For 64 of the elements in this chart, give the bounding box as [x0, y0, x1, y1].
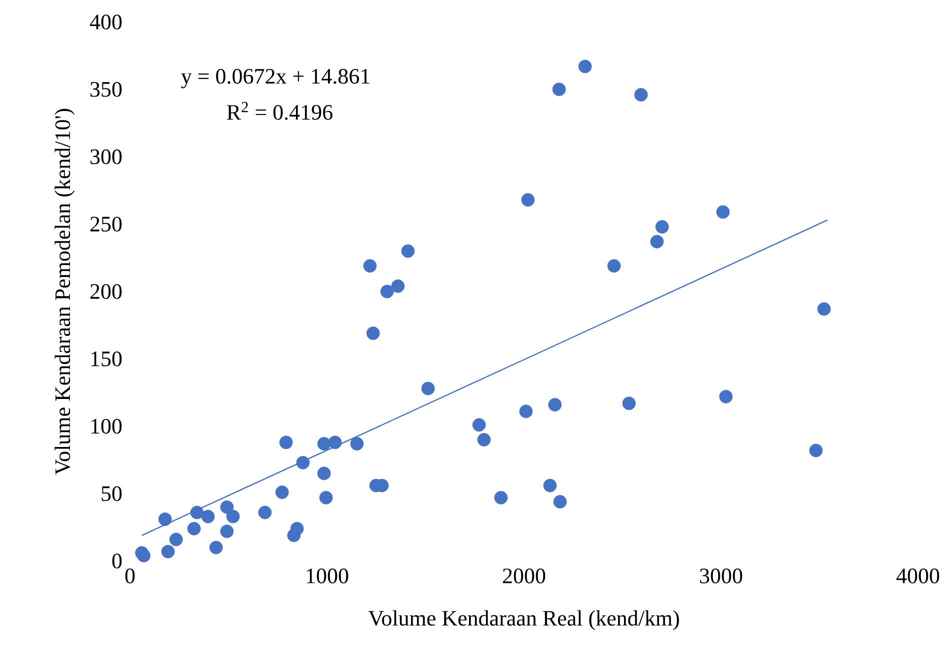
x-tick-label: 4000	[896, 568, 940, 584]
point	[477, 433, 491, 446]
point	[158, 512, 172, 526]
point	[548, 398, 562, 412]
point	[226, 510, 240, 524]
point	[521, 193, 535, 207]
point	[543, 478, 557, 492]
point	[328, 436, 342, 450]
point	[719, 390, 733, 404]
point	[350, 437, 364, 450]
point	[319, 490, 333, 504]
point	[201, 510, 215, 524]
point	[421, 382, 435, 396]
point	[220, 524, 234, 538]
point	[494, 490, 508, 504]
point	[366, 326, 380, 340]
x-tick-label: 2000	[502, 568, 546, 584]
point	[258, 506, 272, 520]
point	[622, 396, 636, 410]
point	[220, 500, 234, 514]
y-tick-label: 100	[91, 418, 122, 434]
point	[290, 522, 304, 536]
point	[817, 302, 831, 316]
y-tick-label: 0	[112, 554, 122, 568]
point	[317, 437, 331, 450]
point	[607, 259, 621, 273]
y-tick-label: 150	[91, 351, 122, 366]
y-axis-title: Volume Kendaraan Pemodelan (kend/10')	[54, 108, 75, 475]
point	[650, 234, 664, 248]
point	[209, 540, 223, 554]
y-tick-label: 350	[90, 82, 122, 97]
point	[317, 466, 331, 480]
x-tick-label: 3000	[700, 568, 742, 584]
point	[519, 404, 533, 418]
y-tick-label: 250	[90, 216, 122, 232]
point	[809, 444, 823, 458]
x-axis-title: Volume Kendaraan Real (kend/km)	[368, 610, 679, 630]
y-tick-label: 300	[90, 149, 122, 164]
y-tick-label: 50	[102, 486, 122, 502]
annotation: y = 0.0672x + 14.861	[181, 68, 370, 88]
point	[716, 205, 730, 219]
point	[161, 544, 175, 558]
point	[275, 486, 289, 499]
point	[169, 532, 183, 546]
point	[296, 456, 310, 470]
point	[279, 436, 293, 450]
point	[553, 495, 567, 508]
point	[391, 279, 405, 293]
point	[190, 506, 204, 520]
point	[380, 284, 394, 298]
point	[634, 88, 648, 102]
point	[187, 522, 201, 536]
point	[137, 548, 150, 562]
point	[472, 418, 486, 432]
point	[363, 259, 377, 273]
point	[552, 82, 566, 96]
point	[401, 244, 415, 258]
y-tick-label: 200	[90, 284, 122, 299]
x-tick-label: 0	[125, 568, 135, 584]
annotation: R$^{2}$ = 0.4196	[226, 102, 332, 120]
point	[578, 60, 592, 74]
point	[655, 220, 669, 234]
x-tick-label: 1000	[306, 568, 348, 584]
y-tick-label: 400	[90, 14, 122, 30]
